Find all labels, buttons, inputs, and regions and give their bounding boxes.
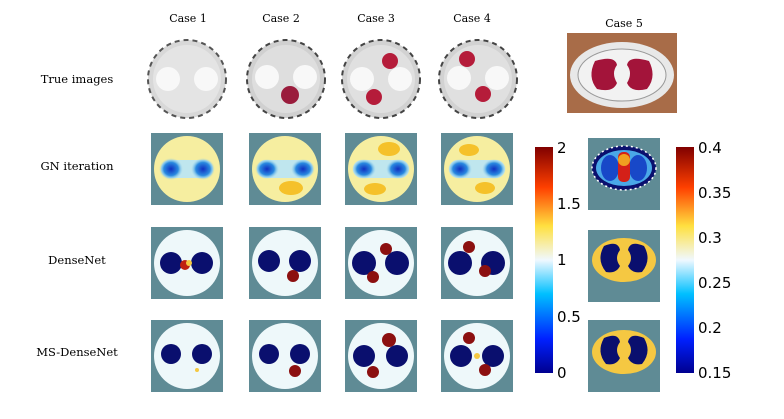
- case-1-label: Case 1: [169, 12, 207, 25]
- colorbar-right-tick-0-15: 0.15: [698, 364, 732, 382]
- case-2-label: Case 2: [262, 12, 300, 25]
- colorbar-left-tick-2: 2: [557, 139, 567, 157]
- densenet-case-2: [249, 227, 321, 299]
- colorbar-left-tick-1: 1: [557, 251, 567, 269]
- ms-densenet-case-1: [151, 320, 223, 392]
- true-image-case-2: [245, 38, 327, 120]
- true-image-case-5: [567, 33, 677, 113]
- row-label-true-images: True images: [40, 72, 114, 86]
- case-4-label: Case 4: [453, 12, 491, 25]
- densenet-case-3: [345, 227, 417, 299]
- gn-iteration-case-4: [441, 133, 513, 205]
- row-label-densenet: DenseNet: [48, 253, 106, 267]
- colorbar-right: [676, 147, 694, 373]
- colorbar-right-tick-0-35: 0.35: [698, 184, 732, 202]
- densenet-case-5: [588, 230, 660, 302]
- colorbar-right-tick-0-3: 0.3: [698, 229, 722, 247]
- colorbar-right-tick-0-4: 0.4: [698, 139, 722, 157]
- case-3-label: Case 3: [357, 12, 395, 25]
- colorbar-right-tick-0-2: 0.2: [698, 319, 722, 337]
- ms-densenet-case-2: [249, 320, 321, 392]
- gn-iteration-case-2: [249, 133, 321, 205]
- gn-iteration-case-1: [151, 133, 223, 205]
- ms-densenet-case-3: [345, 320, 417, 392]
- true-image-case-3: [340, 38, 422, 120]
- colorbar-left-tick-1-5: 1.5: [557, 195, 581, 213]
- true-image-case-4: [437, 38, 519, 120]
- true-image-case-1: [146, 38, 228, 120]
- row-label-gn-iteration: GN iteration: [40, 159, 114, 173]
- gn-iteration-case-3: [345, 133, 417, 205]
- case-5-label: Case 5: [605, 17, 643, 30]
- colorbar-left: [535, 147, 553, 373]
- densenet-case-1: [151, 227, 223, 299]
- densenet-case-4: [441, 227, 513, 299]
- ms-densenet-case-4: [441, 320, 513, 392]
- ms-densenet-case-5: [588, 320, 660, 392]
- colorbar-left-tick-0-5: 0.5: [557, 308, 581, 326]
- gn-iteration-case-5: [588, 138, 660, 210]
- colorbar-left-tick-0: 0: [557, 364, 567, 382]
- row-label-ms-densenet: MS-DenseNet: [36, 345, 118, 359]
- colorbar-right-tick-0-25: 0.25: [698, 274, 732, 292]
